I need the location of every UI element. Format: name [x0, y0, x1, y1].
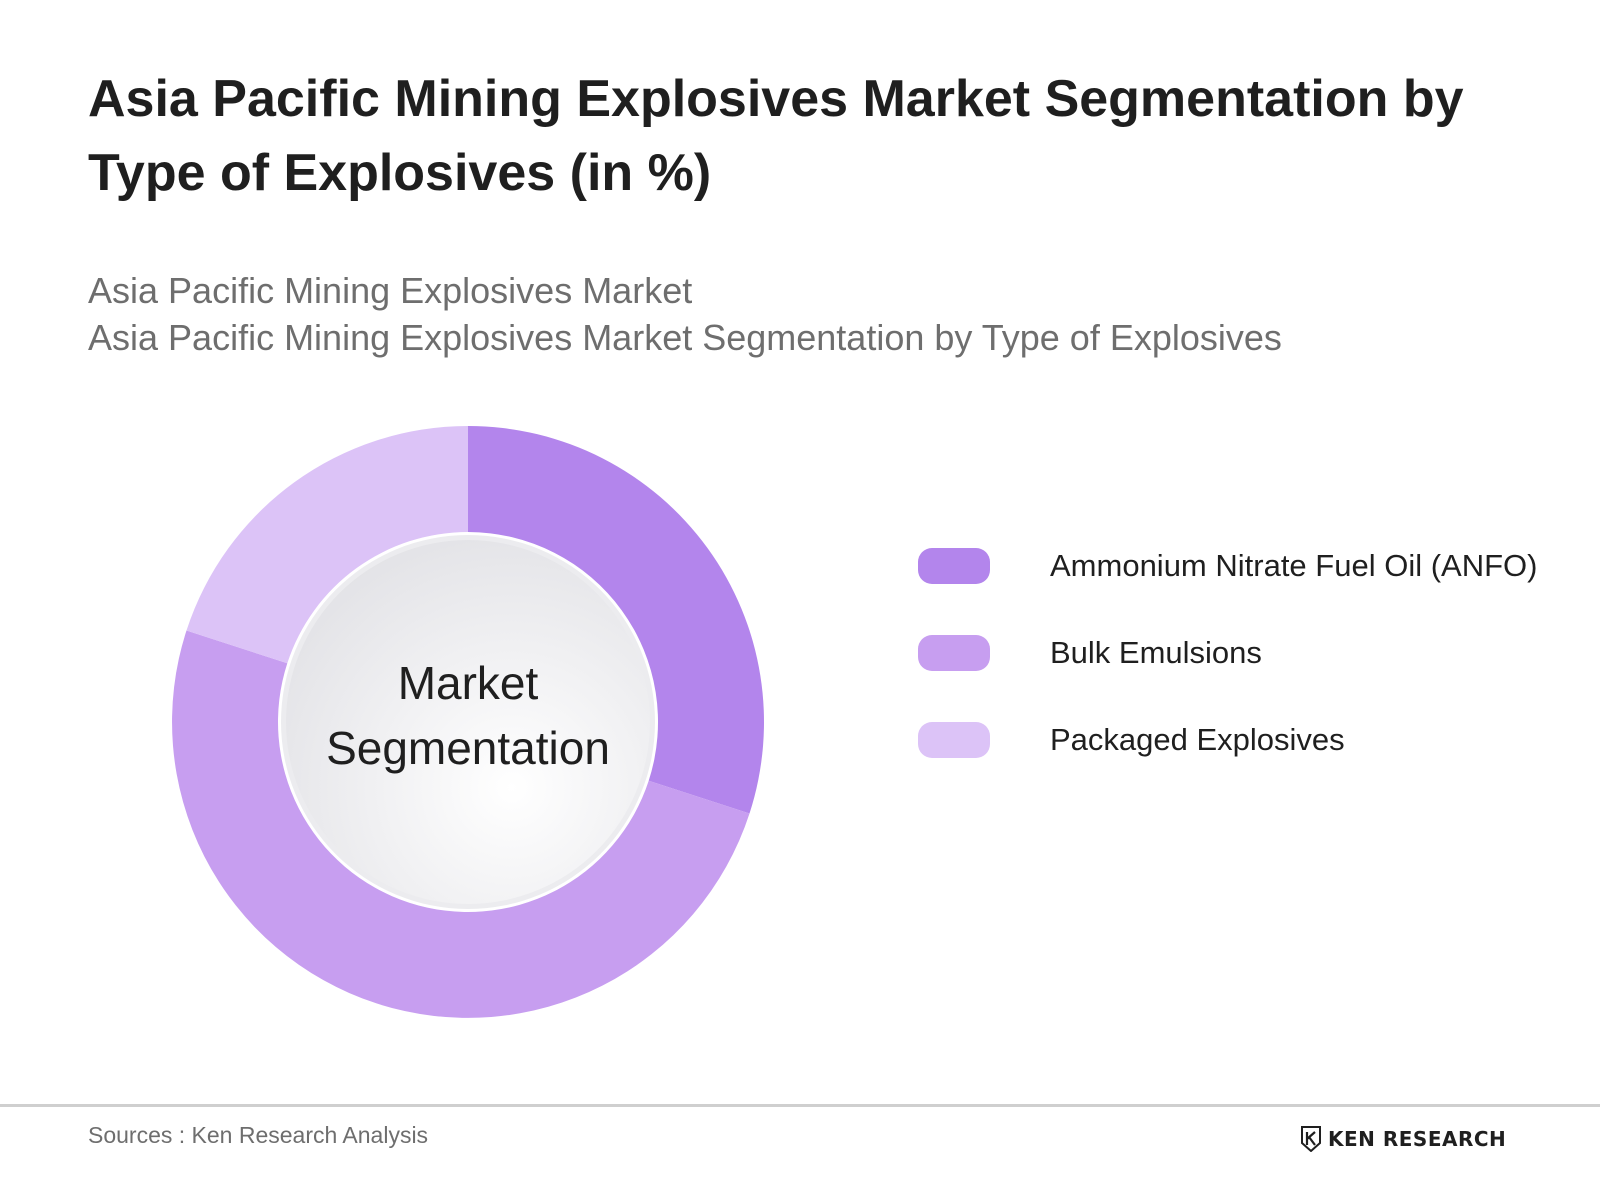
donut-hub: [286, 540, 650, 904]
legend-item-packaged-explosives[interactable]: Packaged Explosives: [918, 722, 1598, 758]
legend-label-packaged-explosives: Packaged Explosives: [1050, 722, 1345, 757]
donut-slices: [172, 425, 764, 1018]
legend-label-bulk-emulsions: Bulk Emulsions: [1050, 635, 1262, 670]
brand-name: KEN RESEARCH: [1328, 1127, 1507, 1151]
chart-subtitle-segmentation: Asia Pacific Mining Explosives Market Se…: [88, 317, 1282, 358]
center-label-line1: Market: [398, 657, 539, 709]
chart-legend: Ammonium Nitrate Fuel Oil (ANFO) Bulk Em…: [918, 548, 1598, 809]
legend-item-anfo[interactable]: Ammonium Nitrate Fuel Oil (ANFO): [918, 548, 1598, 584]
ken-research-logo[interactable]: KEN RESEARCH: [1300, 1124, 1506, 1154]
footer-divider: [0, 1104, 1600, 1107]
donut-slice-bulk-emulsions[interactable]: [172, 630, 750, 1018]
donut-slice-packaged-explosives[interactable]: [186, 426, 468, 664]
legend-swatch-anfo: [918, 548, 990, 584]
legend-label-anfo: Ammonium Nitrate Fuel Oil (ANFO): [1050, 548, 1538, 583]
donut-slice-anfo[interactable]: [468, 425, 764, 814]
sources-note: Sources : Ken Research Analysis: [88, 1122, 429, 1148]
ken-research-k-icon: [1301, 1126, 1321, 1152]
legend-item-bulk-emulsions[interactable]: Bulk Emulsions: [918, 635, 1598, 671]
legend-swatch-bulk-emulsions: [918, 635, 990, 671]
legend-swatch-packaged-explosives: [918, 722, 990, 758]
center-label-line2: Segmentation: [326, 722, 610, 774]
chart-title: Asia Pacific Mining Explosives Market Se…: [88, 70, 1464, 202]
chart-subtitle-market: Asia Pacific Mining Explosives Market: [88, 270, 693, 311]
